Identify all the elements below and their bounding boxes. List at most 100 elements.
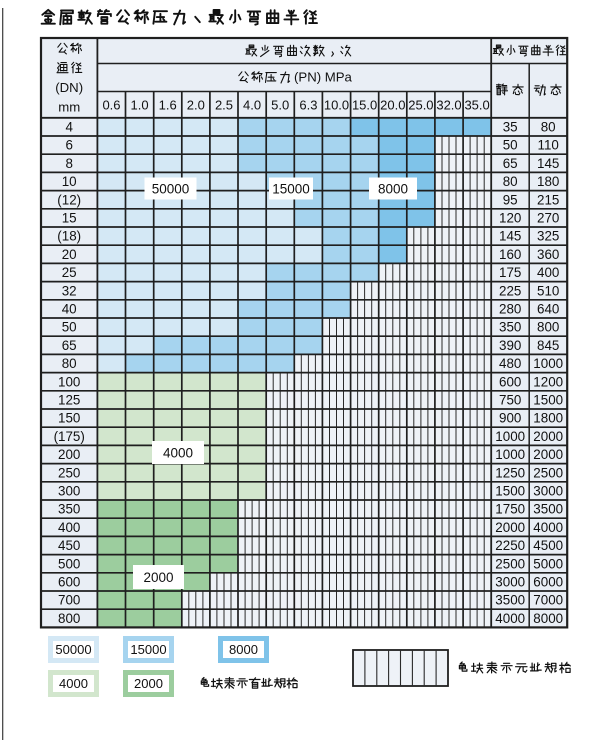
svg-text:400: 400 — [58, 520, 80, 535]
svg-text:4000: 4000 — [533, 520, 563, 535]
svg-text:(175): (175) — [54, 429, 85, 444]
svg-text:80: 80 — [541, 120, 556, 135]
svg-text:6: 6 — [65, 138, 72, 153]
svg-text:mm: mm — [58, 100, 80, 115]
svg-text:10.0: 10.0 — [324, 97, 349, 112]
svg-text:35: 35 — [503, 120, 518, 135]
svg-text:280: 280 — [499, 302, 521, 317]
svg-text:80: 80 — [62, 356, 77, 371]
svg-text:4000: 4000 — [59, 676, 88, 691]
svg-text:3500: 3500 — [533, 502, 563, 517]
svg-text:480: 480 — [499, 356, 521, 371]
svg-text:1200: 1200 — [533, 374, 563, 389]
svg-text:50: 50 — [503, 138, 518, 153]
svg-text:25.0: 25.0 — [408, 97, 433, 112]
svg-text:5.0: 5.0 — [271, 97, 289, 112]
svg-text:800: 800 — [58, 611, 80, 626]
svg-text:700: 700 — [58, 593, 80, 608]
svg-text:2000: 2000 — [495, 520, 525, 535]
svg-text:(DN): (DN) — [55, 80, 83, 95]
svg-text:32.0: 32.0 — [436, 97, 461, 112]
svg-text:0.6: 0.6 — [102, 97, 120, 112]
svg-text:65: 65 — [503, 156, 518, 171]
svg-text:215: 215 — [537, 192, 559, 207]
svg-text:175: 175 — [499, 265, 521, 280]
svg-text:40: 40 — [62, 302, 77, 317]
svg-text:2000: 2000 — [533, 429, 563, 444]
svg-text:15000: 15000 — [272, 181, 310, 196]
svg-text:15000: 15000 — [130, 642, 166, 657]
svg-text:65: 65 — [62, 338, 77, 353]
svg-text:2.0: 2.0 — [187, 97, 205, 112]
svg-text:1750: 1750 — [495, 502, 525, 517]
svg-text:3000: 3000 — [533, 484, 563, 499]
svg-text:1000: 1000 — [495, 429, 525, 444]
svg-text:35.0: 35.0 — [464, 97, 489, 112]
svg-text:95: 95 — [503, 192, 518, 207]
svg-text:600: 600 — [58, 575, 80, 590]
svg-text:145: 145 — [499, 229, 521, 244]
svg-text:4: 4 — [65, 120, 73, 135]
svg-text:2000: 2000 — [143, 570, 173, 585]
svg-text:(18): (18) — [57, 229, 81, 244]
svg-text:1000: 1000 — [495, 447, 525, 462]
svg-text:100: 100 — [58, 374, 80, 389]
svg-text:225: 225 — [499, 283, 521, 298]
svg-text:2500: 2500 — [533, 465, 563, 480]
svg-text:2.5: 2.5 — [215, 97, 233, 112]
svg-text:2500: 2500 — [495, 556, 525, 571]
svg-text:1800: 1800 — [533, 411, 563, 426]
svg-text:2250: 2250 — [495, 538, 525, 553]
svg-text:125: 125 — [58, 393, 80, 408]
svg-text:1500: 1500 — [495, 484, 525, 499]
svg-text:270: 270 — [537, 211, 559, 226]
svg-text:1.0: 1.0 — [131, 97, 149, 112]
svg-text:50000: 50000 — [152, 181, 190, 196]
svg-text:800: 800 — [537, 320, 559, 335]
svg-text:25: 25 — [62, 265, 77, 280]
svg-text:250: 250 — [58, 465, 80, 480]
svg-text:640: 640 — [537, 302, 559, 317]
svg-text:50000: 50000 — [55, 642, 91, 657]
svg-text:10: 10 — [62, 174, 77, 189]
svg-text:80: 80 — [503, 174, 518, 189]
svg-text:120: 120 — [499, 211, 521, 226]
svg-text:110: 110 — [538, 138, 559, 153]
svg-text:15.0: 15.0 — [352, 97, 377, 112]
svg-text:180: 180 — [537, 174, 559, 189]
svg-text:1250: 1250 — [495, 465, 525, 480]
svg-text:4.0: 4.0 — [243, 97, 261, 112]
svg-text:50: 50 — [62, 320, 77, 335]
svg-text:3500: 3500 — [495, 593, 525, 608]
svg-text:2000: 2000 — [134, 676, 163, 691]
svg-text:2000: 2000 — [533, 447, 563, 462]
svg-text:750: 750 — [499, 393, 521, 408]
svg-text:350: 350 — [58, 502, 80, 517]
svg-text:390: 390 — [499, 338, 521, 353]
svg-text:1500: 1500 — [533, 393, 563, 408]
svg-text:3000: 3000 — [495, 575, 525, 590]
svg-text:510: 510 — [537, 283, 559, 298]
svg-text:4000: 4000 — [163, 445, 193, 460]
svg-text:325: 325 — [537, 229, 559, 244]
svg-text:845: 845 — [537, 338, 559, 353]
svg-text:200: 200 — [58, 447, 80, 462]
svg-text:8000: 8000 — [378, 181, 408, 196]
svg-text:600: 600 — [499, 374, 521, 389]
svg-text:450: 450 — [58, 538, 80, 553]
svg-text:8000: 8000 — [533, 611, 563, 626]
svg-text:360: 360 — [537, 247, 559, 262]
svg-text:1000: 1000 — [533, 356, 563, 371]
svg-text:15: 15 — [62, 211, 77, 226]
svg-text:8000: 8000 — [229, 642, 258, 657]
svg-text:(12): (12) — [57, 192, 81, 207]
svg-text:1.6: 1.6 — [159, 97, 177, 112]
svg-text:6000: 6000 — [533, 575, 563, 590]
svg-text:5000: 5000 — [533, 556, 563, 571]
svg-text:32: 32 — [62, 283, 77, 298]
svg-text:400: 400 — [537, 265, 559, 280]
svg-text:20.0: 20.0 — [380, 97, 405, 112]
svg-text:(PN) MPa: (PN) MPa — [294, 70, 353, 85]
svg-text:145: 145 — [537, 156, 559, 171]
svg-text:20: 20 — [62, 247, 77, 262]
